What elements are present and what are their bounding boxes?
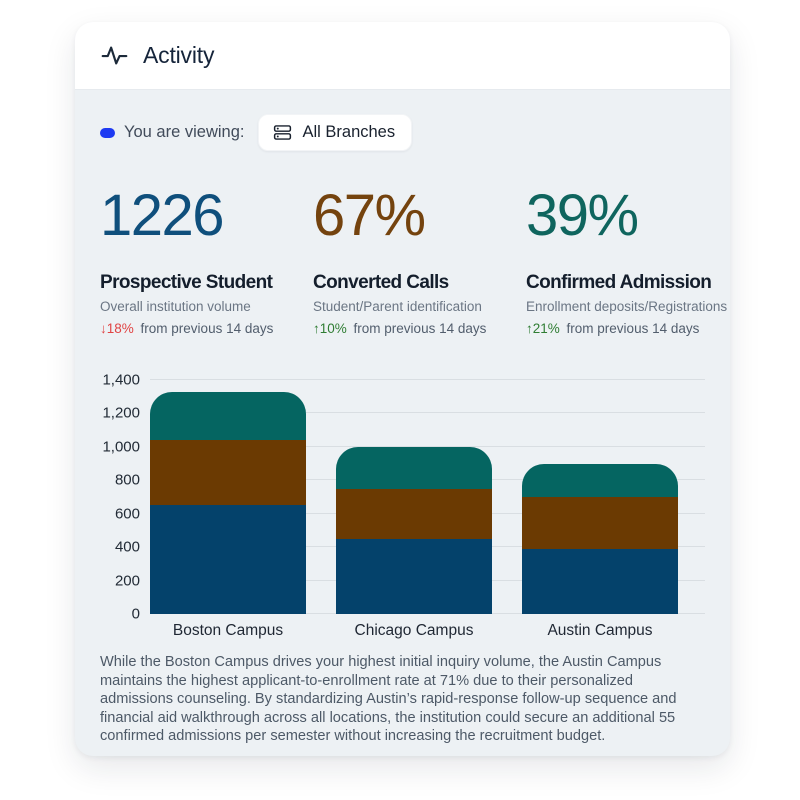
x-axis-label: Boston Campus [172, 622, 284, 639]
kpi-sublabel: Student/Parent identification [313, 299, 482, 314]
x-axis-labels: Boston Campus Chicago Campus Austin Campus [100, 622, 705, 640]
segment-converted-calls[interactable] [336, 488, 492, 539]
kpi-delta-change: ↓18% [100, 321, 134, 336]
gridline [150, 445, 705, 447]
bars-container [150, 380, 705, 614]
delta-percent: 10% [319, 321, 347, 336]
kpi-value: 39% [526, 183, 639, 248]
y-axis: 0 200 400 600 800 1,000 1,200 1,400 [100, 372, 140, 623]
activity-pulse-icon [101, 46, 128, 65]
arrow-down-icon: ↓ [100, 321, 107, 336]
y-tick-label: 0 [131, 605, 140, 623]
bar-chicago-campus[interactable] [336, 446, 492, 614]
branch-selector-value: All Branches [302, 123, 396, 141]
bar-boston-campus[interactable] [150, 391, 306, 614]
kpi-label: Prospective Student [100, 272, 273, 293]
bar-austin-campus[interactable] [522, 463, 678, 614]
y-tick-label: 1,000 [102, 438, 140, 456]
y-tick-label: 1,400 [102, 371, 140, 389]
kpi-converted-calls: 67% Converted Calls Student/Parent ident… [313, 183, 526, 337]
activity-card: Activity You are viewing: All Branches 1… [75, 22, 730, 756]
kpi-value: 67% [313, 183, 426, 248]
segment-converted-calls[interactable] [150, 440, 306, 506]
viewing-indicator-pill [100, 127, 115, 138]
card-header: Activity [75, 22, 730, 90]
insight-text: While the Boston Campus drives your high… [100, 654, 677, 745]
delta-caption: from previous 14 days [353, 321, 487, 336]
segment-prospective-students[interactable] [336, 538, 492, 614]
kpi-delta-change: ↑21% [526, 321, 560, 336]
kpi-sublabel: Enrollment deposits/Registrations [526, 299, 728, 314]
kpi-sublabel: Overall institution volume [100, 299, 251, 314]
kpi-label: Confirmed Admission [526, 272, 712, 293]
segment-prospective-students[interactable] [150, 505, 306, 614]
kpi-value: 1226 [100, 183, 225, 248]
segment-converted-calls[interactable] [522, 497, 678, 549]
delta-caption: from previous 14 days [140, 321, 274, 336]
x-axis-label: Austin Campus [547, 622, 653, 639]
kpi-confirmed-admission: 39% Confirmed Admission Enrollment depos… [526, 183, 730, 337]
gridline [150, 412, 705, 414]
arrow-up-icon: ↑ [526, 321, 533, 336]
delta-percent: 21% [532, 321, 560, 336]
y-tick-label: 200 [114, 572, 140, 590]
chart-plot [150, 379, 705, 614]
kpi-label: Converted Calls [313, 272, 449, 293]
y-tick-label: 800 [114, 471, 140, 489]
y-tick-label: 400 [114, 538, 140, 556]
segment-confirmed-admissions[interactable] [336, 446, 492, 489]
kpi-delta: ↑21% from previous 14 days [526, 321, 730, 336]
x-axis-label: Chicago Campus [354, 622, 474, 639]
branch-selector[interactable]: All Branches [258, 114, 413, 151]
kpi-delta: ↑10% from previous 14 days [313, 321, 526, 336]
gridline [150, 379, 705, 380]
y-tick-label: 600 [114, 505, 140, 523]
viewing-row: You are viewing: All Branches [100, 114, 705, 151]
segment-confirmed-admissions[interactable] [522, 463, 678, 497]
arrow-up-icon: ↑ [313, 321, 320, 336]
kpi-prospective-student: 1226 Prospective Student Overall institu… [100, 183, 313, 337]
stacked-bar-chart: 0 200 400 600 800 1,000 1,200 1,400 [100, 372, 705, 623]
delta-percent: 18% [106, 321, 134, 336]
segment-prospective-students[interactable] [522, 548, 678, 614]
card-body: You are viewing: All Branches 1226 Prosp… [75, 90, 730, 756]
delta-caption: from previous 14 days [566, 321, 700, 336]
branches-server-icon [274, 125, 292, 140]
segment-confirmed-admissions[interactable] [150, 391, 306, 441]
viewing-label: You are viewing: [124, 123, 245, 141]
y-tick-label: 1,200 [102, 404, 140, 422]
page-title: Activity [143, 42, 215, 68]
kpi-delta-change: ↑10% [313, 321, 347, 336]
kpi-row: 1226 Prospective Student Overall institu… [100, 183, 727, 337]
kpi-delta: ↓18% from previous 14 days [100, 321, 313, 336]
